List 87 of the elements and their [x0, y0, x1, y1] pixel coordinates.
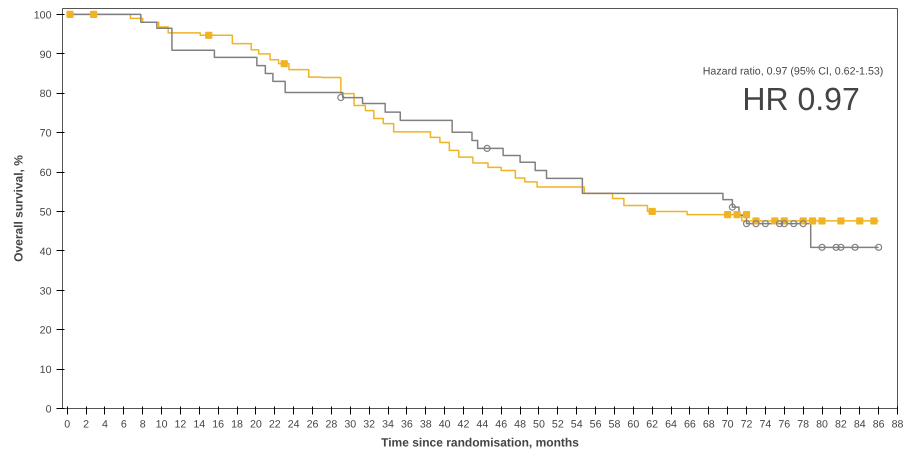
annotation: Hazard ratio, 0.97 (95% CI, 0.62-1.53) — [702, 65, 884, 78]
y-tick-label: 20 — [40, 324, 52, 337]
point — [742, 211, 750, 218]
x-tick-label: 66 — [684, 418, 696, 430]
x-tick-label: 88 — [892, 418, 903, 430]
y-tick-label: 60 — [40, 167, 52, 180]
x-tick-label: 76 — [778, 418, 790, 430]
point — [800, 220, 807, 228]
x-tick-label: 24 — [288, 418, 300, 430]
x-tick-label: 62 — [646, 418, 658, 430]
x-tick-label: 26 — [306, 418, 319, 430]
point — [280, 60, 288, 68]
x-tick-label: 14 — [193, 418, 206, 430]
x-tick-label: 54 — [570, 418, 583, 430]
x-tick-label: 42 — [458, 418, 470, 430]
y-tick-label: 40 — [40, 246, 52, 258]
y-tick-label: 100 — [34, 9, 52, 22]
x-axis-title: Time since randomisation, months — [381, 436, 580, 450]
x-tick-label: 10 — [156, 418, 168, 430]
x-tick-label: 30 — [344, 418, 356, 430]
point — [776, 220, 784, 228]
y-axis-title: Overall survival, % — [12, 154, 26, 262]
x-tick-label: 80 — [816, 418, 828, 430]
y-tick-label: 10 — [40, 364, 52, 376]
x-tick-label: 60 — [627, 418, 640, 430]
x-tick-label: 2 — [83, 418, 90, 430]
point — [818, 244, 826, 251]
point — [818, 217, 826, 225]
x-tick-label: 48 — [514, 418, 526, 430]
point — [851, 244, 859, 251]
x-tick-label: 4 — [102, 418, 108, 430]
y-tick-label: 30 — [40, 285, 52, 298]
point — [724, 211, 732, 218]
point — [90, 10, 98, 18]
point — [856, 217, 864, 225]
x-tick-label: 86 — [872, 418, 885, 430]
x-tick-label: 78 — [797, 418, 810, 430]
x-tick-label: 6 — [120, 418, 127, 430]
point — [832, 244, 840, 251]
x-tick-label: 38 — [420, 418, 432, 430]
annotation: HR 0.97 — [742, 80, 860, 117]
x-tick-label: 22 — [268, 418, 281, 430]
x-tick-label: 16 — [212, 418, 224, 430]
x-tick-label: 44 — [476, 418, 488, 430]
point — [66, 10, 74, 18]
point — [742, 220, 750, 228]
y-tick-label: 80 — [40, 88, 52, 100]
point — [734, 211, 741, 218]
x-tick-label: 84 — [854, 418, 866, 430]
y-tick-label: 0 — [46, 404, 52, 416]
y-tick-label: 70 — [40, 128, 52, 140]
x-tick-label: 0 — [64, 418, 70, 430]
x-tick-label: 68 — [702, 418, 715, 430]
x-tick-label: 58 — [608, 418, 620, 430]
x-tick-label: 20 — [250, 418, 262, 430]
point — [728, 204, 736, 211]
y-tick-label: 50 — [40, 206, 52, 218]
x-tick-label: 12 — [174, 418, 186, 430]
point — [837, 244, 844, 251]
x-tick-label: 8 — [140, 418, 146, 430]
x-tick-label: 64 — [665, 418, 678, 430]
point — [648, 208, 656, 216]
x-tick-label: 82 — [834, 418, 847, 430]
x-tick-label: 32 — [363, 418, 376, 430]
point — [870, 217, 878, 225]
point — [337, 94, 344, 102]
point — [752, 220, 760, 228]
y-tick-label: 90 — [40, 48, 52, 61]
x-tick-label: 74 — [759, 418, 772, 430]
x-tick-label: 70 — [722, 418, 734, 430]
x-tick-label: 52 — [552, 418, 564, 430]
point — [483, 144, 491, 152]
x-tick-label: 50 — [533, 418, 545, 430]
point — [762, 220, 770, 228]
x-tick-label: 18 — [231, 418, 244, 430]
x-tick-label: 46 — [495, 418, 508, 430]
x-tick-label: 28 — [325, 418, 338, 430]
x-tick-label: 72 — [740, 418, 753, 430]
point — [205, 32, 212, 39]
x-tick-label: 40 — [438, 418, 451, 430]
x-tick-label: 36 — [400, 418, 413, 430]
point — [790, 220, 798, 228]
point — [808, 217, 816, 225]
point — [837, 217, 844, 225]
x-tick-label: 56 — [590, 418, 602, 430]
x-tick-label: 34 — [382, 418, 394, 430]
point — [780, 220, 788, 228]
